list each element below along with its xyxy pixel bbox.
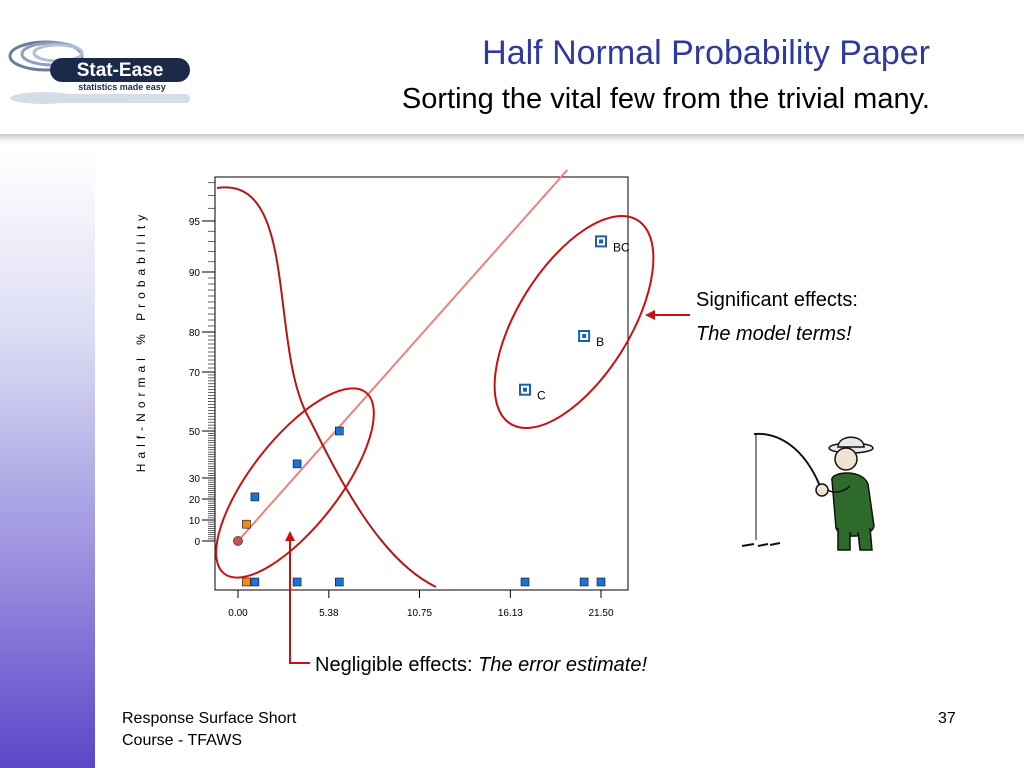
- slide-subtitle: Sorting the vital few from the trivial m…: [401, 83, 930, 115]
- rug-mark: [292, 577, 302, 587]
- footer-course-line2: Course - TFAWS: [122, 732, 243, 749]
- significant-arrow: [645, 310, 690, 320]
- y-tick-label: 95: [189, 217, 201, 228]
- negligible-effects-note: The error estimate!: [478, 654, 648, 676]
- data-point-label: BC: [613, 240, 630, 254]
- data-point-core: [599, 239, 603, 244]
- y-tick-label: 20: [189, 495, 201, 506]
- data-point: [250, 492, 260, 502]
- x-tick-label: 16.13: [498, 608, 523, 619]
- logo-reflection: [10, 92, 190, 104]
- y-tick-label: 10: [189, 516, 201, 527]
- y-axis-label: Half-Normal % Probability: [134, 210, 148, 472]
- data-point: [335, 426, 344, 436]
- fishing-rod-icon: [753, 432, 821, 540]
- plot-frame: [214, 176, 629, 591]
- logo-registered-mark: ®: [193, 63, 198, 70]
- x-tick-label: 21.50: [588, 608, 613, 619]
- logo-bar: [50, 58, 190, 82]
- x-tick-label: 5.38: [319, 608, 339, 619]
- significant-effects-label: Significant effects:: [696, 289, 858, 311]
- logo-tagline: statistics made easy: [78, 82, 166, 92]
- rug-mark: [579, 577, 589, 587]
- y-tick-label: 90: [189, 268, 201, 279]
- data-point-core: [523, 387, 528, 392]
- data-points: C B BC: [233, 235, 630, 546]
- page-number: 37: [938, 710, 956, 727]
- y-tick-label: 30: [189, 474, 201, 485]
- rug-mark: [242, 577, 251, 587]
- footer-course-line1: Response Surface Short: [122, 710, 297, 727]
- y-tick-label: 80: [189, 328, 201, 339]
- data-point-label: B: [596, 335, 604, 349]
- fit-line: [237, 169, 568, 542]
- error-separator-curve: [216, 186, 437, 588]
- negligible-effects-label: Negligible effects:: [315, 654, 479, 676]
- y-tick-label: 70: [189, 368, 201, 379]
- rug-marks: [242, 577, 606, 587]
- logo-text: Stat-Ease: [77, 60, 164, 81]
- data-point: [292, 459, 302, 469]
- significant-effects-ellipse: [493, 214, 655, 430]
- water-splash: [741, 542, 781, 547]
- fisherman-figure: [815, 436, 875, 551]
- rug-mark: [335, 577, 344, 587]
- y-axis: 0 10 20 30 50 70 80 90 95: [189, 217, 215, 548]
- fisherman-illustration: [741, 432, 875, 551]
- data-point: [242, 519, 251, 529]
- x-axis: 0.00 5.38 10.75 16.13 21.50: [228, 590, 614, 619]
- y-tick-label: 0: [194, 537, 200, 548]
- stat-ease-logo: Stat-Ease ® statistics made easy: [8, 40, 198, 104]
- significant-effects-note: The model terms!: [696, 323, 852, 345]
- x-tick-label: 10.75: [407, 608, 432, 619]
- y-tick-label: 50: [189, 427, 201, 438]
- negligible-arrow: [285, 531, 310, 664]
- y-minor-ticks: [208, 182, 215, 540]
- data-point-label: C: [537, 389, 546, 403]
- slide-title: Half Normal Probability Paper: [482, 34, 930, 72]
- negligible-effects-ellipse: [215, 387, 375, 579]
- rug-mark: [596, 577, 606, 587]
- sidebar-gradient: [0, 150, 95, 768]
- rug-mark: [520, 577, 530, 587]
- negligible-effects-text: Negligible effects: The error estimate!: [315, 654, 647, 677]
- data-point-origin: [233, 536, 243, 546]
- header-divider: [0, 134, 1024, 144]
- x-tick-label: 0.00: [228, 608, 248, 619]
- rug-mark: [250, 577, 260, 587]
- data-point-core: [582, 334, 587, 338]
